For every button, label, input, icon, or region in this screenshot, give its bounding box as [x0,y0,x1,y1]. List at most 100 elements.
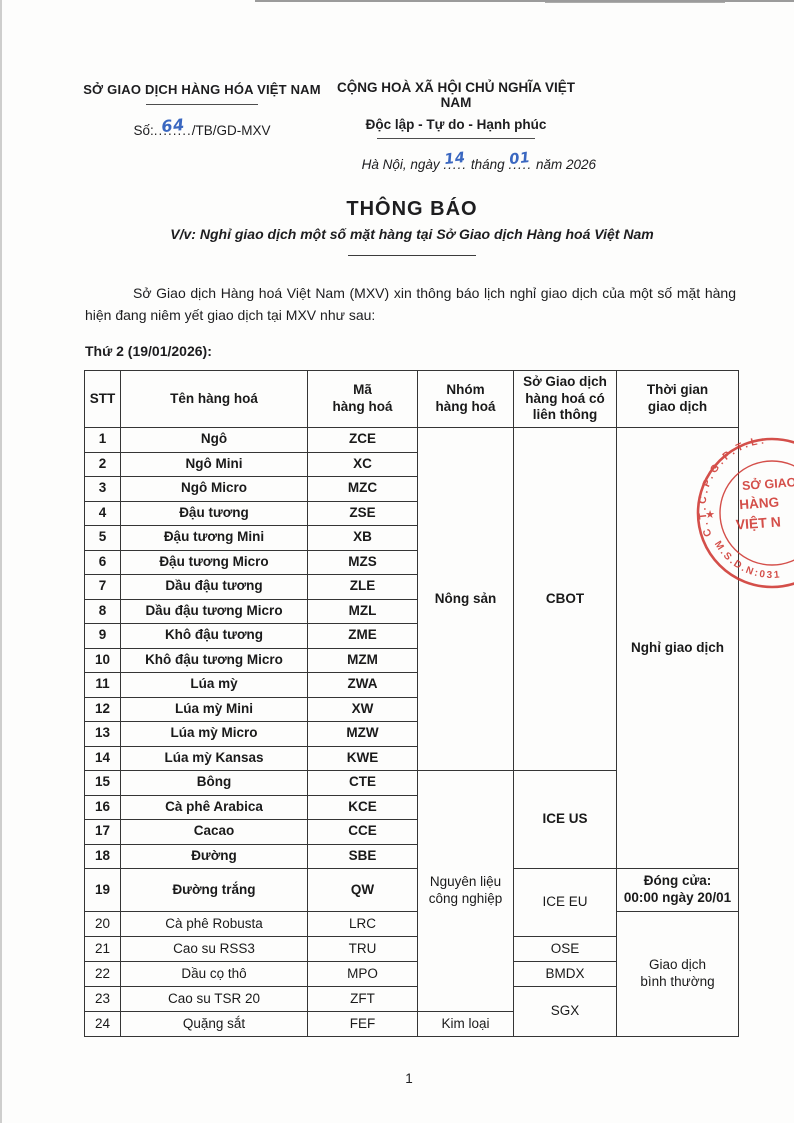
national-motto: Độc lập - Tự do - Hạnh phúc [365,117,547,132]
table-row: 23 Cao su TSR 20 ZFT SGX [84,986,739,1037]
cell-commodity-code: XB [307,525,418,551]
table-row: 17 Cacao CCE [84,819,739,845]
cell-stt: 4 [84,500,121,526]
cell-commodity-group: Kim loại [417,1011,514,1037]
table-row: 21 Cao su RSS3 TRU OSE [84,936,739,962]
section-heading-date: Thứ 2 (19/01/2026): [85,343,212,359]
handwritten-month: 01 [508,149,532,169]
table-row: 19 Đường trắng QW ICE EU Đóng cửa: 00:00 ngà… [84,868,739,937]
cell-commodity-code: MZW [307,721,418,747]
stamp-inner-ring [719,460,794,566]
column-header: Tên hàng hoá [120,370,308,428]
cell-commodity-name: Đường trắng [120,868,308,912]
cell-stt: 1 [84,427,121,453]
document-title: THÔNG BÁO [346,198,478,220]
table-row: 8 Dầu đậu tương Micro MZL [84,598,739,624]
cell-commodity-name: Dầu đậu tương Micro [120,598,308,624]
cell-commodity-code: ZSE [307,500,418,526]
handwritten-day: 14 [443,149,467,169]
cell-stt: 15 [84,770,121,796]
cell-commodity-name: Lúa mỳ Micro [120,721,308,747]
cell-commodity-code: MZL [307,598,418,624]
table-row: 1 Ngô ZCE Nông sản CBOT Nghỉ giao dịch [84,427,739,869]
cell-commodity-name: Quặng sắt [120,1011,308,1037]
stamp-group: C.T.C.P.G.P.T.L: M.S.D.N:031 ★ SỞ GIAO H… [696,434,794,589]
cell-stt: 13 [84,721,121,747]
cell-linked-exchange: OSE [513,936,617,962]
table-row: 20 Cà phê Robusta LRC Giao dịch bình thường [84,911,739,1037]
cell-commodity-code: XW [307,696,418,722]
cell-commodity-code: ZWA [307,672,418,698]
cell-linked-exchange: ICE EU [513,868,617,937]
table-row: 12 Lúa mỳ Mini XW [84,696,739,722]
table-row: 6 Đậu tương Micro MZS [84,549,739,575]
cell-commodity-code: MZS [307,549,418,575]
cell-stt: 17 [84,819,121,845]
cell-stt: 20 [84,911,121,937]
column-header: Thời gian giao dịch [616,370,739,428]
national-header-block: CỘNG HOÀ XÃ HỘI CHỦ NGHĨA VIỆT NAM Độc l… [330,80,582,139]
cell-commodity-code: ZFT [307,986,418,1012]
svg-text:SỞ GIAO: SỞ GIAO [741,474,794,493]
cell-commodity-name: Ngô Mini [120,451,308,477]
cell-stt: 8 [84,598,121,624]
cell-commodity-name: Cao su RSS3 [120,936,308,962]
cell-stt: 2 [84,451,121,477]
svg-text:HÀNG: HÀNG [739,495,780,513]
stamp-arc-bottom-text: M.S.D.N:031 [712,539,782,581]
cell-commodity-name: Đậu tương Micro [120,549,308,575]
cell-commodity-group: Nguyên liệu công nghiệp [417,770,514,1012]
cell-stt: 19 [84,868,121,912]
handwritten-doc-number: 64 [160,114,186,137]
cell-trading-time: Đóng cửa: 00:00 ngày 20/01 [616,868,739,912]
cell-commodity-code: TRU [307,936,418,962]
cell-commodity-name: Cà phê Arabica [120,794,308,820]
cell-commodity-code: ZME [307,623,418,649]
cell-commodity-name: Đậu tương [120,500,308,526]
page-number: 1 [405,1071,413,1086]
cell-commodity-name: Ngô Micro [120,476,308,502]
doc-number-line: Số:........ 64/TB/GD-MXV [78,114,326,138]
cell-commodity-code: LRC [307,911,418,937]
cell-stt: 22 [84,961,121,987]
cell-commodity-code: KWE [307,745,418,771]
table-row: 14 Lúa mỳ Kansas KWE [84,745,739,771]
scan-artifact-top-line-2 [545,2,725,3]
cell-stt: 23 [84,986,121,1012]
cell-commodity-name: Ngô [120,427,308,453]
cell-stt: 12 [84,696,121,722]
table-row: 13 Lúa mỳ Micro MZW [84,721,739,747]
stamp-outer-ring [696,437,794,589]
cell-trading-time: Nghỉ giao dịch [616,427,739,869]
table-row: 18 Đường SBE [84,843,739,869]
cell-stt: 7 [84,574,121,600]
doc-number-dotted-blank: ........ 64 [153,114,192,138]
cell-commodity-name: Lúa mỳ Mini [120,696,308,722]
issuer-block: SỞ GIAO DỊCH HÀNG HÓA VIỆT NAM Số:......… [78,82,326,138]
stamp-star-icon: ★ [705,509,715,521]
cell-commodity-group: Nông sản [417,427,514,771]
cell-stt: 5 [84,525,121,551]
cell-commodity-name: Khô đậu tương Micro [120,647,308,673]
national-title: CỘNG HOÀ XÃ HỘI CHỦ NGHĨA VIỆT NAM [336,80,575,110]
cell-linked-exchange: ICE US [513,770,617,869]
table-row: 24 Quặng sắt FEF Kim loại [84,1011,739,1037]
place-date-line: Hà Nội, ngày ..... 14 tháng ..... 01 năm 2… [361,149,596,172]
trading-schedule-table: STT Tên hàng hoá Mã hàng hoá Nhóm hàng hoá S… [84,370,739,1037]
scan-artifact-left-edge [0,0,2,1123]
issuer-name: SỞ GIAO DỊCH HÀNG HÓA VIỆT NAM [83,82,321,97]
cell-commodity-name: Đậu tương Mini [120,525,308,551]
cell-stt: 14 [84,745,121,771]
motto-underline [377,138,535,139]
cell-commodity-name: Dầu đậu tương [120,574,308,600]
day-dotted-blank: ..... 14 [443,149,468,172]
cell-stt: 18 [84,843,121,869]
table-row: 11 Lúa mỳ ZWA [84,672,739,698]
cell-linked-exchange: CBOT [513,427,617,771]
table-header-row: STT Tên hàng hoá Mã hàng hoá Nhóm hàng hoá S… [84,370,739,428]
column-header: Mã hàng hoá [307,370,418,428]
column-header: STT [84,370,121,428]
cell-commodity-code: XC [307,451,418,477]
cell-commodity-name: Lúa mỳ Kansas [120,745,308,771]
